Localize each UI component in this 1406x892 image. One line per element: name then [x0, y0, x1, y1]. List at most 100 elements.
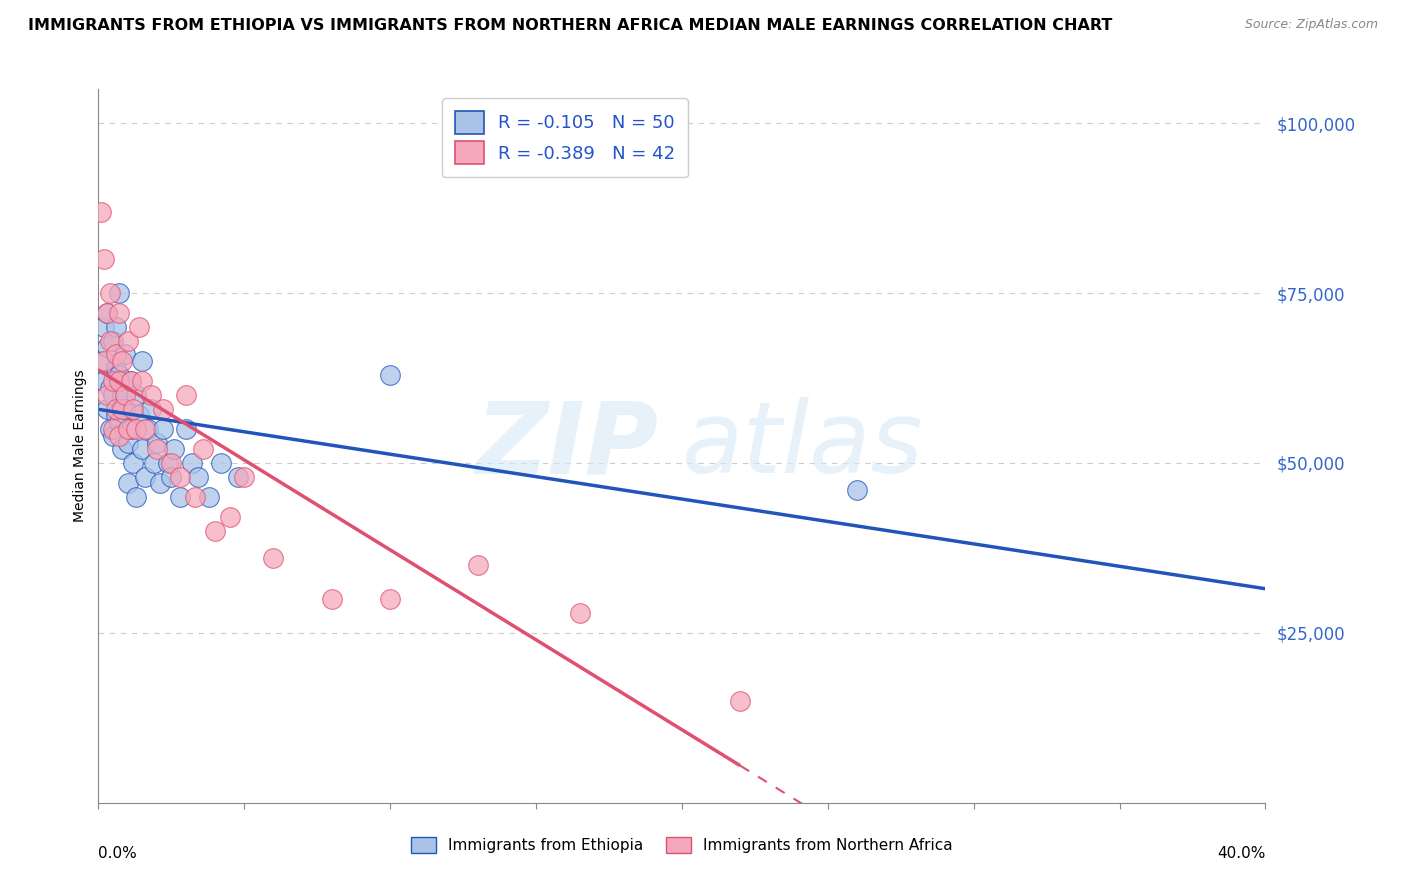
Point: [120, 375, 142, 389]
Point: [98, 422, 121, 436]
Text: 0.0%: 0.0%: [98, 846, 138, 861]
Text: ZIP: ZIP: [475, 398, 658, 494]
Point: [96, 306, 118, 320]
Point: [128, 320, 150, 334]
Point: [128, 409, 150, 423]
Y-axis label: Median Male Earnings: Median Male Earnings: [73, 369, 87, 523]
Point: [187, 469, 209, 483]
Point: [228, 469, 250, 483]
Point: [193, 442, 215, 457]
Point: [108, 429, 131, 443]
Point: [98, 334, 121, 348]
Point: [101, 422, 124, 436]
Legend: Immigrants from Ethiopia, Immigrants from Northern Africa: Immigrants from Ethiopia, Immigrants fro…: [405, 831, 959, 859]
Point: [93, 252, 115, 266]
Point: [98, 381, 121, 395]
Point: [568, 606, 591, 620]
Point: [96, 341, 118, 355]
Point: [93, 354, 115, 368]
Point: [204, 524, 226, 538]
Point: [104, 347, 127, 361]
Point: [111, 388, 134, 402]
Point: [160, 469, 183, 483]
Point: [111, 354, 134, 368]
Point: [101, 375, 124, 389]
Point: [98, 286, 121, 301]
Point: [111, 442, 134, 457]
Point: [120, 422, 142, 436]
Point: [149, 476, 172, 491]
Point: [125, 388, 148, 402]
Point: [104, 409, 127, 423]
Point: [142, 456, 165, 470]
Point: [198, 490, 221, 504]
Point: [93, 375, 115, 389]
Text: Source: ZipAtlas.com: Source: ZipAtlas.com: [1244, 18, 1378, 31]
Point: [104, 360, 127, 375]
Point: [117, 476, 139, 491]
Point: [169, 490, 191, 504]
Point: [163, 442, 186, 457]
Point: [730, 694, 752, 708]
Point: [93, 320, 115, 334]
Point: [122, 401, 145, 416]
Point: [120, 375, 142, 389]
Point: [101, 388, 124, 402]
Point: [174, 388, 197, 402]
Point: [136, 422, 159, 436]
Point: [96, 401, 118, 416]
Point: [321, 591, 343, 606]
Point: [117, 435, 139, 450]
Point: [183, 490, 205, 504]
Point: [157, 456, 180, 470]
Point: [380, 591, 402, 606]
Point: [114, 401, 136, 416]
Point: [169, 469, 191, 483]
Point: [139, 388, 162, 402]
Point: [108, 415, 131, 429]
Point: [90, 354, 112, 368]
Point: [101, 334, 124, 348]
Point: [108, 286, 131, 301]
Point: [139, 401, 162, 416]
Point: [96, 306, 118, 320]
Point: [108, 375, 131, 389]
Point: [90, 204, 112, 219]
Point: [101, 429, 124, 443]
Point: [131, 442, 153, 457]
Point: [114, 347, 136, 361]
Text: 40.0%: 40.0%: [1218, 846, 1265, 861]
Point: [467, 558, 489, 572]
Point: [152, 422, 174, 436]
Point: [104, 320, 127, 334]
Point: [160, 456, 183, 470]
Point: [146, 435, 169, 450]
Point: [131, 354, 153, 368]
Point: [218, 510, 240, 524]
Text: IMMIGRANTS FROM ETHIOPIA VS IMMIGRANTS FROM NORTHERN AFRICA MEDIAN MALE EARNINGS: IMMIGRANTS FROM ETHIOPIA VS IMMIGRANTS F…: [28, 18, 1112, 33]
Point: [104, 401, 127, 416]
Point: [111, 401, 134, 416]
Point: [114, 388, 136, 402]
Point: [134, 422, 156, 436]
Point: [380, 368, 402, 382]
Point: [125, 422, 148, 436]
Point: [117, 334, 139, 348]
Point: [134, 469, 156, 483]
Point: [846, 483, 869, 498]
Point: [209, 456, 232, 470]
Point: [174, 422, 197, 436]
Point: [117, 422, 139, 436]
Point: [146, 442, 169, 457]
Point: [180, 456, 202, 470]
Point: [96, 388, 118, 402]
Point: [152, 401, 174, 416]
Point: [233, 469, 256, 483]
Point: [131, 375, 153, 389]
Point: [262, 551, 284, 566]
Point: [108, 368, 131, 382]
Point: [125, 490, 148, 504]
Text: atlas: atlas: [682, 398, 924, 494]
Point: [108, 306, 131, 320]
Point: [122, 456, 145, 470]
